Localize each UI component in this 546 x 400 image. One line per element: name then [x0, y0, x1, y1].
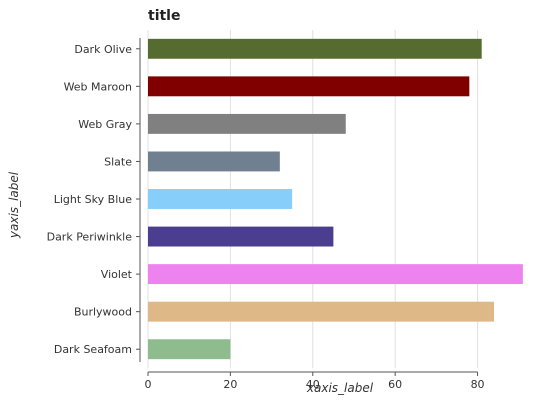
bar-light-sky-blue: [148, 189, 293, 209]
x-axis-title: xaxis_label: [306, 381, 374, 395]
chart-title: title: [148, 8, 180, 24]
y-tick-label-7: Web Maroon: [64, 80, 132, 93]
bar-burlywood: [148, 301, 495, 322]
x-tick-label-2: 40: [306, 378, 320, 391]
y-axis-title: yaxis_label: [7, 171, 21, 239]
y-tick-label-2: Violet: [101, 268, 133, 281]
y-tick-label-8: Dark Olive: [74, 43, 132, 56]
y-tick-label-0: Dark Seafoam: [54, 343, 132, 356]
y-tick-label-4: Light Sky Blue: [54, 193, 132, 206]
bar-dark-olive: [148, 38, 482, 59]
x-tick-label-0: 0: [145, 378, 152, 391]
bar-slate: [148, 151, 280, 172]
bar-violet: [148, 264, 523, 285]
bar-dark-periwinkle: [148, 226, 334, 247]
bar-dark-seafoam: [148, 339, 231, 360]
x-tick-label-4: 80: [471, 378, 485, 391]
bar-web-maroon: [148, 76, 470, 97]
y-tick-label-6: Web Gray: [78, 118, 132, 131]
bars: [148, 38, 523, 360]
x-tick-label-3: 60: [388, 378, 402, 391]
x-axis: 0 20 40 60 80: [145, 371, 485, 391]
x-tick-label-1: 20: [223, 378, 237, 391]
y-tick-label-3: Dark Periwinkle: [47, 231, 133, 244]
y-tick-label-1: Burlywood: [74, 306, 132, 319]
y-axis: Dark Seafoam Burlywood Violet Dark Periwink…: [47, 38, 141, 362]
bar-web-gray: [148, 113, 346, 134]
y-tick-label-5: Slate: [104, 155, 132, 168]
